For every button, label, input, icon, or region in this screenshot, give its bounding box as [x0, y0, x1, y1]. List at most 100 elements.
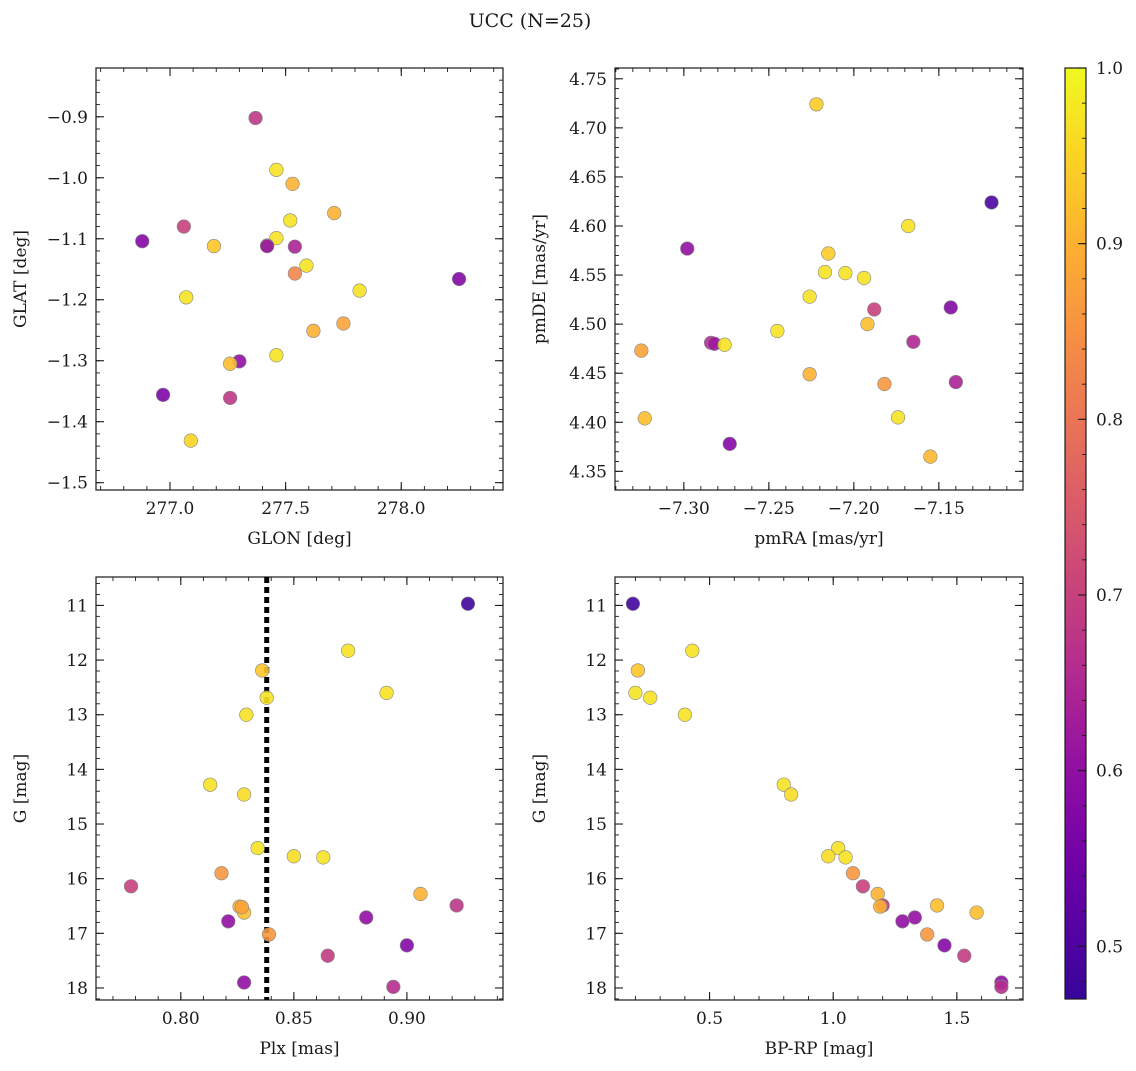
- x-tick-label: 0.85: [275, 1009, 313, 1029]
- y-tick-label: 4.35: [569, 462, 607, 482]
- data-point: [895, 914, 910, 929]
- colorbar-tick-label: 0.7: [1096, 586, 1123, 606]
- colorbar-tick-label: 0.6: [1096, 762, 1123, 782]
- x-tick-label: 278.0: [377, 499, 426, 519]
- y-tick-label: 17: [585, 924, 607, 944]
- plot-frame: [95, 576, 504, 1001]
- data-point: [831, 840, 846, 856]
- data-point: [221, 914, 236, 929]
- data-point: [206, 238, 222, 254]
- panel-pmra-pmde: −7.30 −7.25 −7.20 −7.15 4.35 4.40 4.45 4.50 4.55…: [530, 67, 1024, 549]
- data-point: [223, 390, 238, 406]
- data-point: [994, 979, 1009, 994]
- data-point: [630, 663, 645, 678]
- data-point: [239, 707, 254, 722]
- data-point: [817, 265, 833, 280]
- data-point: [770, 323, 785, 339]
- colorbar-gradient: [1064, 67, 1087, 1000]
- plot-frame: [614, 576, 1024, 1001]
- x-tick-label: 277.0: [146, 499, 195, 519]
- colorbar: 0.5 0.6 0.7 0.8 0.9 1.0: [1064, 59, 1123, 1000]
- data-point: [984, 195, 999, 210]
- y-axis-label: GLAT [deg]: [11, 230, 31, 328]
- data-point: [449, 898, 464, 913]
- data-point: [845, 866, 861, 881]
- y-tick-label: 4.65: [569, 168, 607, 188]
- data-point: [860, 317, 875, 332]
- y-tick-label: 14: [585, 760, 607, 780]
- data-point: [625, 596, 641, 611]
- data-point: [809, 97, 824, 112]
- x-tick-label: 1.0: [820, 1009, 847, 1029]
- data-point: [906, 334, 921, 349]
- y-tick-label: 4.40: [569, 413, 607, 433]
- y-tick-label: 18: [66, 979, 88, 999]
- y-tick-label: −1.5: [47, 474, 88, 494]
- data-point: [677, 707, 692, 722]
- colorbar-tick-label: 1.0: [1096, 59, 1123, 79]
- data-point: [460, 596, 476, 611]
- data-point: [176, 219, 191, 234]
- y-tick-label: 4.75: [569, 70, 607, 90]
- y-tick-label: 4.70: [569, 119, 607, 139]
- data-point: [413, 886, 428, 902]
- data-point: [855, 879, 870, 894]
- y-axis-label: G [mag]: [530, 754, 550, 823]
- y-tick-label: 17: [66, 924, 88, 944]
- panel-plx-g: 0.80 0.85 0.90 11 12 13 14 15 16 17 18 Plx [mas] G […: [11, 576, 504, 1059]
- y-tick-label: −1.0: [47, 169, 88, 189]
- x-tick-label: 277.5: [261, 499, 310, 519]
- data-point: [203, 777, 218, 792]
- colorbar-tick-label: 0.5: [1096, 937, 1123, 957]
- y-tick-label: 16: [66, 870, 88, 890]
- data-point: [179, 290, 194, 305]
- y-tick-label: −1.4: [47, 413, 88, 433]
- y-tick-label: 14: [66, 760, 88, 780]
- figure-title: UCC (N=25): [469, 10, 592, 32]
- plot-frame: [95, 67, 504, 491]
- y-tick-label: 12: [585, 651, 607, 671]
- data-point: [856, 270, 872, 286]
- y-tick-label: 15: [66, 815, 88, 835]
- y-tick-label: 18: [585, 979, 607, 999]
- colorbar-tick-label: 0.8: [1096, 410, 1123, 430]
- data-point: [838, 266, 853, 281]
- data-point: [717, 337, 732, 352]
- data-point: [260, 238, 275, 254]
- data-point: [680, 241, 695, 256]
- data-point: [352, 283, 367, 298]
- data-point: [957, 948, 972, 963]
- data-point: [907, 910, 922, 925]
- data-point: [948, 374, 963, 390]
- data-point: [784, 787, 799, 802]
- data-point: [920, 927, 935, 942]
- y-tick-label: 12: [66, 651, 88, 671]
- data-point: [237, 787, 252, 802]
- data-point: [306, 323, 321, 338]
- data-point: [299, 258, 314, 273]
- y-tick-label: 11: [66, 596, 88, 616]
- data-point: [286, 849, 301, 864]
- data-point: [135, 234, 150, 249]
- data-point: [901, 218, 916, 234]
- panel-glon-glat: 277.0 277.5 278.0 −1.5 −1.4 −1.3 −1.2 −1.1 −1.0 −…: [11, 67, 504, 549]
- data-point: [336, 316, 351, 331]
- data-point: [877, 376, 892, 392]
- data-point: [929, 898, 945, 913]
- colorbar-tick-label: 0.9: [1096, 235, 1123, 255]
- y-axis-label: G [mag]: [11, 754, 31, 823]
- y-tick-label: 4.50: [569, 315, 607, 335]
- y-axis-label: pmDE [mas/yr]: [530, 214, 550, 344]
- y-tick-label: 13: [66, 706, 88, 726]
- x-tick-label: 0.80: [162, 1009, 200, 1029]
- data-point: [287, 239, 302, 254]
- data-point: [643, 690, 658, 705]
- data-point: [316, 850, 331, 865]
- data-point: [969, 905, 984, 920]
- data-point: [821, 849, 836, 864]
- y-tick-label: −1.3: [47, 352, 88, 372]
- data-point: [838, 850, 853, 865]
- data-point: [937, 938, 952, 953]
- x-axis-label: BP-RP [mag]: [765, 1039, 874, 1059]
- y-tick-label: 16: [585, 870, 607, 890]
